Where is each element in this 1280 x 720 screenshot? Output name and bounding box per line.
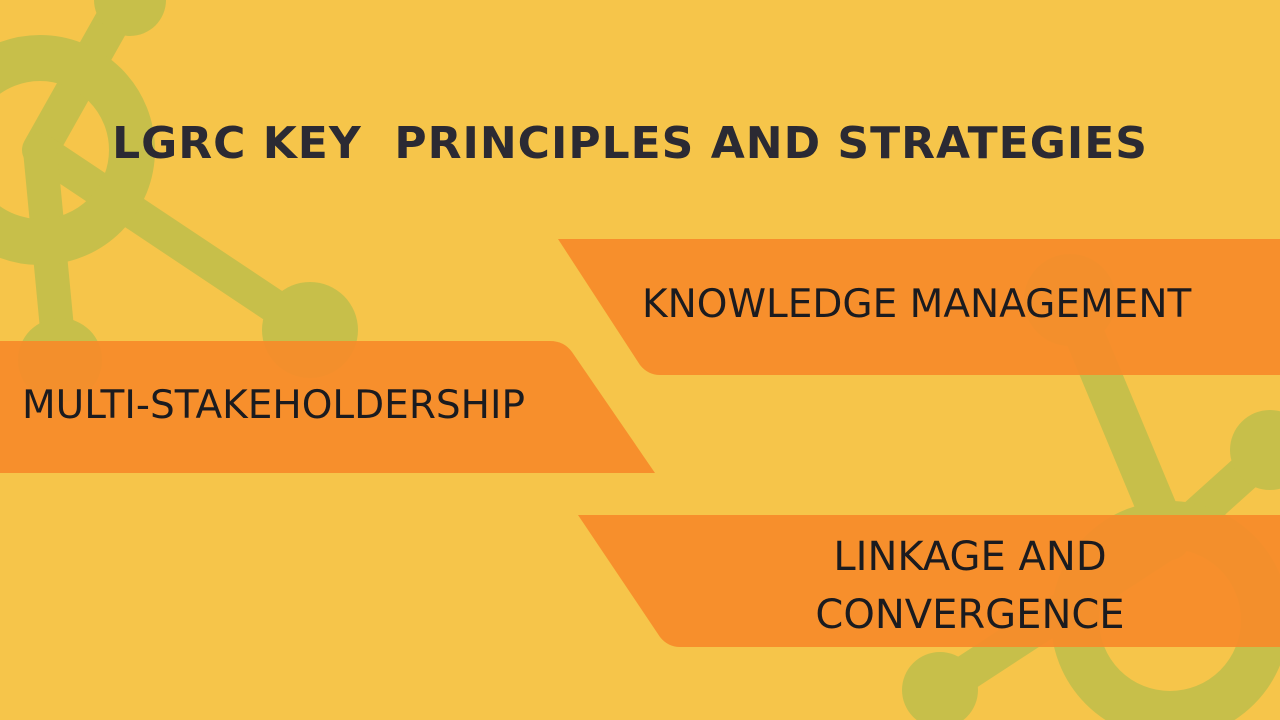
network-node: [1230, 410, 1280, 490]
banner-linkage-convergence: [578, 515, 1280, 647]
network-node: [902, 652, 978, 720]
banner-knowledge-management: [558, 239, 1280, 375]
slide-title: LGRC KEY PRINCIPLES AND STRATEGIES: [112, 118, 1148, 169]
banner-label-multi-stakeholdership: MULTI-STAKEHOLDERSHIP: [22, 383, 526, 428]
banner-label-knowledge-management: KNOWLEDGE MANAGEMENT: [642, 282, 1192, 327]
banner-label-linkage-line2: CONVERGENCE: [815, 592, 1125, 638]
banner-label-linkage-line1: LINKAGE AND: [833, 534, 1107, 580]
banner-multi-stakeholdership: [0, 341, 655, 473]
banner-label-linkage-convergence: LINKAGE AND CONVERGENCE: [760, 528, 1180, 644]
network-node: [94, 0, 166, 36]
